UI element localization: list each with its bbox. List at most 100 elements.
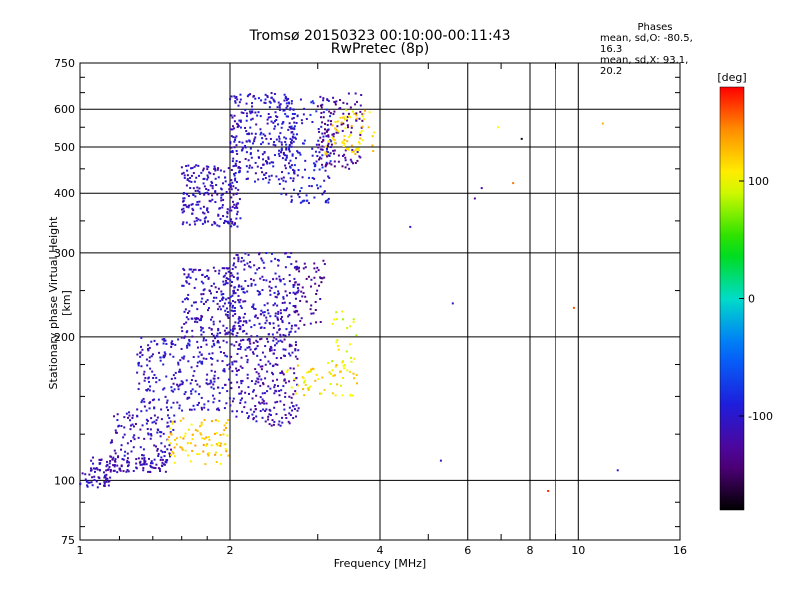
data-point — [266, 370, 269, 373]
data-point — [294, 297, 297, 300]
data-point — [236, 206, 239, 209]
data-point — [234, 136, 237, 139]
data-point — [269, 322, 272, 325]
data-point — [348, 167, 351, 170]
data-point — [288, 122, 291, 125]
data-point — [276, 331, 279, 334]
data-point — [346, 140, 349, 143]
data-point — [223, 429, 226, 432]
data-point — [254, 136, 257, 139]
data-point — [195, 203, 198, 206]
data-point — [226, 215, 229, 218]
data-point — [234, 187, 237, 190]
data-point — [285, 417, 288, 420]
data-point — [346, 163, 349, 166]
data-point — [84, 478, 87, 481]
data-point — [238, 171, 241, 174]
data-point — [252, 390, 255, 393]
data-point — [342, 101, 345, 104]
data-point — [138, 461, 141, 464]
data-point — [213, 432, 216, 435]
data-point — [114, 452, 117, 455]
data-point — [296, 364, 299, 367]
data-point — [247, 253, 250, 256]
data-point — [183, 273, 186, 276]
data-point — [196, 346, 199, 349]
data-point — [327, 99, 330, 102]
data-point — [172, 428, 175, 431]
data-point — [266, 162, 269, 165]
data-point — [238, 301, 241, 304]
data-point — [202, 302, 205, 305]
data-point — [284, 392, 287, 395]
data-point — [196, 186, 199, 189]
data-point — [219, 299, 222, 302]
data-point — [163, 337, 166, 340]
y-tick-label: 400 — [54, 187, 75, 200]
data-point — [168, 452, 171, 455]
data-point — [237, 258, 240, 261]
data-point — [245, 178, 248, 181]
data-point — [216, 444, 219, 447]
data-point — [126, 459, 129, 462]
data-point — [188, 282, 191, 285]
data-point — [129, 419, 132, 422]
data-point — [174, 371, 177, 374]
data-point — [273, 406, 276, 409]
data-point — [235, 122, 238, 125]
data-point — [170, 406, 173, 409]
data-point — [198, 269, 201, 272]
data-point — [278, 137, 281, 140]
data-point — [263, 314, 266, 317]
data-point — [271, 371, 274, 374]
data-point — [209, 379, 212, 382]
data-point — [351, 149, 354, 152]
data-point — [135, 458, 138, 461]
data-point — [355, 119, 358, 122]
data-point — [288, 313, 291, 316]
data-point — [351, 394, 354, 397]
data-point — [260, 326, 263, 329]
data-point — [261, 259, 264, 262]
data-point — [344, 118, 347, 121]
data-point — [264, 363, 267, 366]
data-point — [260, 337, 263, 340]
data-point — [214, 190, 217, 193]
data-point — [293, 128, 296, 131]
data-point — [335, 341, 338, 344]
data-point — [266, 340, 269, 343]
data-point — [273, 120, 276, 123]
data-point — [211, 194, 214, 197]
data-point — [252, 417, 255, 420]
data-point — [217, 287, 220, 290]
data-point — [232, 275, 235, 278]
data-point — [185, 316, 188, 319]
data-point — [164, 395, 167, 398]
data-point — [190, 392, 193, 395]
data-point — [228, 397, 231, 400]
data-point — [319, 185, 322, 188]
data-point — [194, 189, 197, 192]
data-point — [139, 428, 142, 431]
data-point — [273, 140, 276, 143]
data-point — [214, 191, 217, 194]
data-point — [300, 119, 303, 122]
data-point — [326, 155, 329, 158]
data-point — [236, 126, 239, 129]
data-point — [309, 308, 312, 311]
data-point — [177, 361, 180, 364]
data-point — [208, 326, 211, 329]
data-point — [201, 274, 204, 277]
data-point — [156, 416, 159, 419]
data-point — [200, 300, 203, 303]
data-point — [249, 348, 252, 351]
data-point — [255, 339, 258, 342]
data-point — [325, 135, 328, 138]
data-point — [231, 361, 234, 364]
data-point — [261, 416, 264, 419]
data-point — [333, 100, 336, 103]
data-point — [162, 432, 165, 435]
data-point — [328, 110, 331, 113]
data-point — [259, 293, 262, 296]
data-point — [355, 112, 358, 115]
